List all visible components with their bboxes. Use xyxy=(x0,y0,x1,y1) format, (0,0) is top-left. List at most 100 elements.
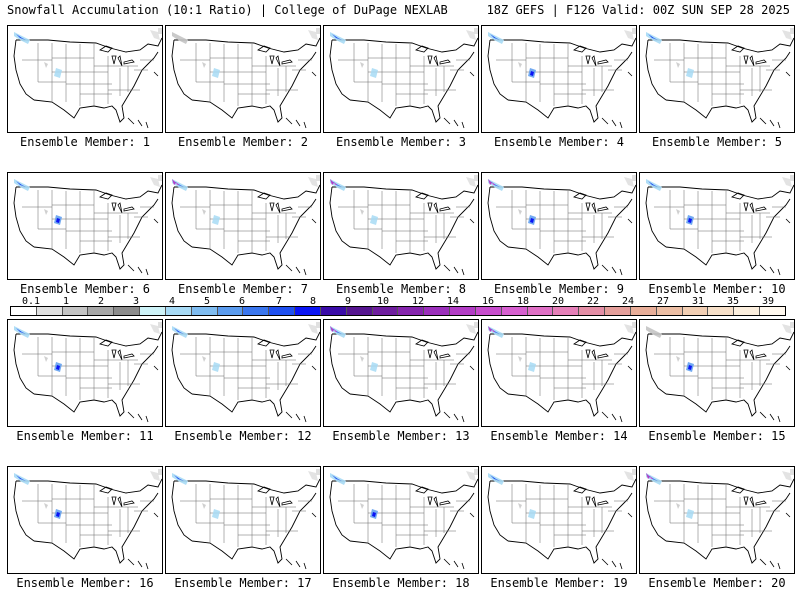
colorbar-swatch xyxy=(708,307,735,315)
ensemble-member-map xyxy=(481,466,637,574)
ensemble-member-map xyxy=(639,466,795,574)
conus-map xyxy=(171,322,320,423)
ensemble-member-map xyxy=(7,25,163,133)
ensemble-member-label: Ensemble Member: 6 xyxy=(19,282,151,296)
colorbar-tick-label: 27 xyxy=(656,296,670,307)
ensemble-member-label: Ensemble Member: 2 xyxy=(177,135,309,149)
ensemble-member-map xyxy=(165,319,321,427)
colorbar-tick-label: 3 xyxy=(132,296,140,307)
colorbar-swatch xyxy=(424,307,451,315)
ensemble-member-map xyxy=(481,25,637,133)
colorbar-swatch xyxy=(553,307,580,315)
ensemble-member-map xyxy=(323,25,479,133)
colorbar-tick-label: 1 xyxy=(62,296,70,307)
colorbar-swatch xyxy=(346,307,373,315)
colorbar-swatch xyxy=(62,307,89,315)
conus-map xyxy=(329,28,478,129)
ensemble-member-map xyxy=(165,172,321,280)
colorbar-tick-label: 4 xyxy=(168,296,176,307)
colorbar-swatch xyxy=(269,307,296,315)
colorbar-tick-label: 0.1 xyxy=(21,296,41,307)
colorbar-tick-label: 8 xyxy=(309,296,317,307)
ensemble-member-label: Ensemble Member: 15 xyxy=(648,429,786,443)
ensemble-member-map xyxy=(323,466,479,574)
ensemble-member-map xyxy=(165,25,321,133)
colorbar-swatch xyxy=(140,307,166,315)
colorbar-swatch xyxy=(295,307,321,315)
colorbar-tick-label: 24 xyxy=(621,296,635,307)
colorbar-swatch xyxy=(243,307,270,315)
conus-map xyxy=(171,28,320,129)
conus-map xyxy=(13,175,162,276)
colorbar-swatch xyxy=(114,307,141,315)
colorbar-swatch xyxy=(450,307,476,315)
conus-map xyxy=(645,175,794,276)
ensemble-member-label: Ensemble Member: 20 xyxy=(648,576,786,590)
colorbar-tick-label: 20 xyxy=(551,296,565,307)
conus-map xyxy=(487,175,636,276)
ensemble-member-label: Ensemble Member: 12 xyxy=(174,429,312,443)
colorbar-tick-label: 31 xyxy=(691,296,705,307)
colorbar-swatch xyxy=(630,307,657,315)
ensemble-member-map xyxy=(7,172,163,280)
colorbar-tick-label: 12 xyxy=(411,296,425,307)
colorbar-swatch xyxy=(372,307,399,315)
ensemble-member-label: Ensemble Member: 8 xyxy=(335,282,467,296)
ensemble-member-map xyxy=(323,319,479,427)
conus-map xyxy=(487,469,636,570)
colorbar-tick-label: 16 xyxy=(481,296,495,307)
ensemble-member-label: Ensemble Member: 16 xyxy=(16,576,154,590)
colorbar-tick-label: 39 xyxy=(761,296,775,307)
conus-map xyxy=(645,28,794,129)
colorbar-tick-label: 9 xyxy=(344,296,352,307)
ensemble-member-map xyxy=(165,466,321,574)
ensemble-member-map xyxy=(639,25,795,133)
colorbar-tick-label: 35 xyxy=(726,296,740,307)
conus-map xyxy=(645,469,794,570)
conus-map xyxy=(13,469,162,570)
colorbar-swatch xyxy=(605,307,631,315)
ensemble-member-map xyxy=(7,319,163,427)
colorbar-swatch xyxy=(682,307,709,315)
colorbar-tick-label: 7 xyxy=(275,296,283,307)
colorbar-swatch xyxy=(320,307,347,315)
colorbar-swatch xyxy=(165,307,192,315)
ensemble-member-map xyxy=(323,172,479,280)
colorbar-swatch xyxy=(760,307,785,315)
run-valid-time: 18Z GEFS | F126 Valid: 00Z SUN SEP 28 20… xyxy=(486,3,790,17)
conus-map xyxy=(329,469,478,570)
ensemble-member-label: Ensemble Member: 17 xyxy=(174,576,312,590)
ensemble-member-label: Ensemble Member: 14 xyxy=(490,429,628,443)
colorbar-swatch xyxy=(656,307,683,315)
colorbar-tick-labels: 0.1 1 2 3 4 5 6 7 8 9 10 12 14 16 18 20 22 24 27 31 35 39 xyxy=(0,296,800,307)
ensemble-member-label: Ensemble Member: 5 xyxy=(651,135,783,149)
colorbar-swatch xyxy=(501,307,528,315)
colorbar-swatch xyxy=(11,307,37,315)
ensemble-member-map xyxy=(481,172,637,280)
conus-map xyxy=(329,175,478,276)
conus-map xyxy=(329,322,478,423)
colorbar-tick-label: 6 xyxy=(238,296,246,307)
colorbar-swatch xyxy=(191,307,218,315)
colorbar-tick-label: 18 xyxy=(516,296,530,307)
colorbar-tick-label: 10 xyxy=(376,296,390,307)
colorbar-tick-label: 22 xyxy=(586,296,600,307)
conus-map xyxy=(13,322,162,423)
conus-map xyxy=(645,322,794,423)
ensemble-member-label: Ensemble Member: 11 xyxy=(16,429,154,443)
colorbar-tick-label: 14 xyxy=(446,296,460,307)
colorbar-swatch xyxy=(527,307,554,315)
ensemble-member-label: Ensemble Member: 7 xyxy=(177,282,309,296)
colorbar-swatch xyxy=(475,307,502,315)
ensemble-member-label: Ensemble Member: 18 xyxy=(332,576,470,590)
conus-map xyxy=(13,28,162,129)
conus-map xyxy=(171,175,320,276)
chart-title: Snowfall Accumulation (10:1 Ratio) | Col… xyxy=(7,3,448,17)
ensemble-member-label: Ensemble Member: 4 xyxy=(493,135,625,149)
conus-map xyxy=(487,28,636,129)
conus-map xyxy=(171,469,320,570)
ensemble-member-label: Ensemble Member: 10 xyxy=(648,282,786,296)
ensemble-member-label: Ensemble Member: 3 xyxy=(335,135,467,149)
colorbar-swatch xyxy=(734,307,761,315)
snowfall-colorbar xyxy=(10,306,786,316)
